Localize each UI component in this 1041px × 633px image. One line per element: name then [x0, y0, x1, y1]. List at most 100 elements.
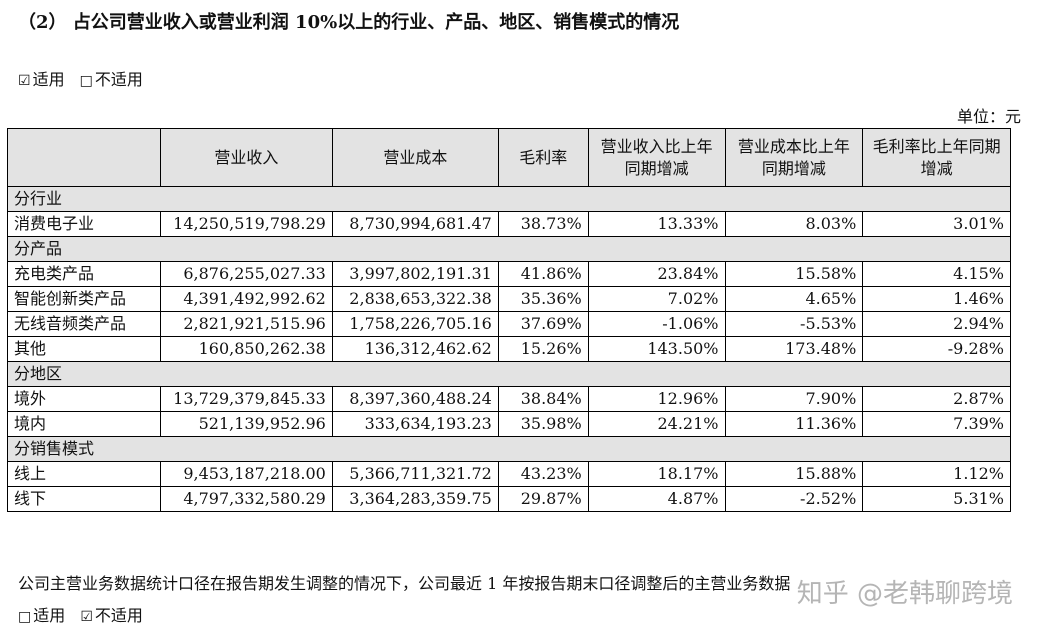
value-cell: 1.46% — [862, 286, 1011, 312]
row-label: 境内 — [7, 411, 161, 437]
section-title: 分地区 — [7, 361, 1011, 387]
header-cell — [7, 128, 161, 187]
value-cell: 8.03% — [724, 211, 864, 237]
value-cell: 2.94% — [862, 311, 1011, 337]
value-cell: 12.96% — [587, 386, 726, 412]
value-cell: 3,997,802,191.31 — [331, 261, 499, 287]
value-cell: -2.52% — [724, 486, 864, 512]
value-cell: -9.28% — [862, 336, 1011, 362]
unit-label: 单位：元 — [956, 107, 1021, 126]
value-cell: -5.53% — [724, 311, 864, 337]
value-cell: 2.87% — [862, 386, 1011, 412]
row-label: 线下 — [7, 486, 161, 512]
header-cell: 毛利率比上年同期增减 — [862, 128, 1011, 187]
table-row: 境外 13,729,379,845.33 8,397,360,488.24 38.84… — [7, 386, 1011, 412]
value-cell: 4.65% — [724, 286, 864, 312]
value-cell: 41.86% — [497, 261, 589, 287]
value-cell: 15.58% — [724, 261, 864, 287]
section-row: 分行业 — [7, 186, 1011, 212]
not-applicable-label: 不适用 — [94, 70, 143, 89]
header-cell: 营业成本 — [331, 128, 499, 187]
value-cell: 5.31% — [862, 486, 1011, 512]
table-header-row: 营业收入 营业成本 毛利率 营业收入比上年同期增减 营业成本比上年同期增减 毛利率比上年同… — [7, 128, 1011, 187]
value-cell: 3.01% — [862, 211, 1011, 237]
value-cell: 37.69% — [497, 311, 589, 337]
row-label: 其他 — [7, 336, 161, 362]
value-cell: 136,312,462.62 — [331, 336, 499, 362]
value-cell: 160,850,262.38 — [159, 336, 333, 362]
value-cell: 29.87% — [497, 486, 589, 512]
table-row: 充电类产品 6,876,255,027.33 3,997,802,191.31 41.… — [7, 261, 1011, 287]
value-cell: 5,366,711,321.72 — [331, 461, 499, 487]
value-cell: 11.36% — [724, 411, 864, 437]
segment-revenue-table: 营业收入 营业成本 毛利率 营业收入比上年同期增减 营业成本比上年同期增减 毛利率比上年同… — [7, 128, 1011, 512]
adjustment-note: 公司主营业务数据统计口径在报告期发生调整的情况下，公司最近 1 年按报告期末口径… — [18, 574, 791, 593]
value-cell: 2,821,921,515.96 — [159, 311, 333, 337]
header-cell: 毛利率 — [497, 128, 589, 187]
value-cell: 35.98% — [497, 411, 589, 437]
table-row: 线下 4,797,332,580.29 3,364,283,359.75 29.87%… — [7, 486, 1011, 512]
value-cell: 2,838,653,322.38 — [331, 286, 499, 312]
value-cell: 143.50% — [587, 336, 726, 362]
checked-box-icon: ☑ — [18, 73, 31, 89]
row-label: 充电类产品 — [7, 261, 161, 287]
header-cell: 营业成本比上年同期增减 — [724, 128, 864, 187]
section-title: 分销售模式 — [7, 436, 1011, 462]
section-row: 分产品 — [7, 236, 1011, 262]
checked-box-icon: ☑ — [80, 609, 93, 625]
value-cell: 1,758,226,705.16 — [331, 311, 499, 337]
value-cell: 1.12% — [862, 461, 1011, 487]
value-cell: 14,250,519,798.29 — [159, 211, 333, 237]
header-cell: 营业收入比上年同期增减 — [587, 128, 726, 187]
value-cell: 9,453,187,218.00 — [159, 461, 333, 487]
row-label: 智能创新类产品 — [7, 286, 161, 312]
applicability-top: ☑ 适用 □ 不适用 — [18, 66, 143, 90]
value-cell: 6,876,255,027.33 — [159, 261, 333, 287]
table-body: 分行业 消费电子业 14,250,519,798.29 8,730,994,681.4… — [7, 186, 1011, 512]
unchecked-box-icon: □ — [79, 73, 93, 89]
watermark: 知乎 @老韩聊跨境 — [796, 579, 1013, 609]
section-row: 分销售模式 — [7, 436, 1011, 462]
value-cell: 35.36% — [497, 286, 589, 312]
section-heading: （2） 占公司营业收入或营业利润 10%以上的行业、产品、地区、销售模式的情况 — [18, 12, 680, 33]
table-row: 智能创新类产品 4,391,492,992.62 2,838,653,322.38 3… — [7, 286, 1011, 312]
value-cell: 15.26% — [497, 336, 589, 362]
value-cell: 13,729,379,845.33 — [159, 386, 333, 412]
value-cell: 4.15% — [862, 261, 1011, 287]
not-applicable-label: 不适用 — [94, 606, 143, 625]
value-cell: 173.48% — [724, 336, 864, 362]
applicable-label: 适用 — [33, 606, 66, 625]
row-label: 无线音频类产品 — [7, 311, 161, 337]
value-cell: -1.06% — [587, 311, 726, 337]
value-cell: 7.39% — [862, 411, 1011, 437]
table-row: 其他 160,850,262.38 136,312,462.62 15.26% 143.… — [7, 336, 1011, 362]
value-cell: 333,634,193.23 — [331, 411, 499, 437]
unchecked-box-icon: □ — [18, 609, 32, 625]
value-cell: 38.84% — [497, 386, 589, 412]
value-cell: 4,391,492,992.62 — [159, 286, 333, 312]
row-label: 线上 — [7, 461, 161, 487]
applicability-bottom: □ 适用 ☑ 不适用 — [18, 602, 143, 626]
row-label: 消费电子业 — [7, 211, 161, 237]
value-cell: 4.87% — [587, 486, 726, 512]
applicable-label: 适用 — [32, 70, 65, 89]
header-cell: 营业收入 — [159, 128, 333, 187]
value-cell: 24.21% — [587, 411, 726, 437]
value-cell: 7.90% — [724, 386, 864, 412]
value-cell: 521,139,952.96 — [159, 411, 333, 437]
row-label: 境外 — [7, 386, 161, 412]
section-title: 分行业 — [7, 186, 1011, 212]
table-row: 无线音频类产品 2,821,921,515.96 1,758,226,705.16 3… — [7, 311, 1011, 337]
value-cell: 8,730,994,681.47 — [331, 211, 499, 237]
table-row: 线上 9,453,187,218.00 5,366,711,321.72 43.23%… — [7, 461, 1011, 487]
value-cell: 13.33% — [587, 211, 726, 237]
value-cell: 4,797,332,580.29 — [159, 486, 333, 512]
value-cell: 8,397,360,488.24 — [331, 386, 499, 412]
value-cell: 3,364,283,359.75 — [331, 486, 499, 512]
value-cell: 18.17% — [587, 461, 726, 487]
value-cell: 43.23% — [497, 461, 589, 487]
section-row: 分地区 — [7, 361, 1011, 387]
section-title: 分产品 — [7, 236, 1011, 262]
value-cell: 7.02% — [587, 286, 726, 312]
table-row: 消费电子业 14,250,519,798.29 8,730,994,681.47 38… — [7, 211, 1011, 237]
